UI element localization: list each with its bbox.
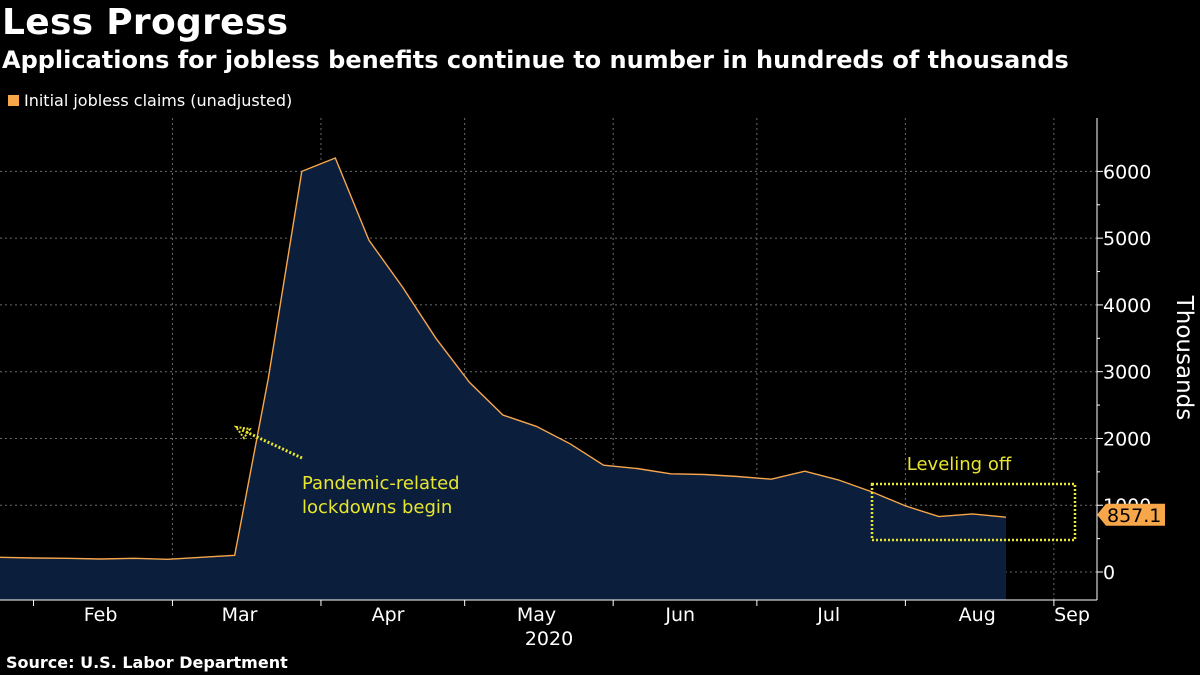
annotation-text-lockdowns: lockdowns begin	[302, 497, 452, 518]
last-value-badge-shape	[1097, 503, 1165, 526]
series-area	[0, 158, 1006, 600]
legend: Initial jobless claims (unadjusted)	[8, 91, 292, 110]
y-tick-label: 0	[1103, 562, 1115, 584]
y-tick-label: 6000	[1103, 161, 1151, 183]
x-tick-label: Jul	[816, 604, 840, 626]
annotation-arrow-line	[241, 428, 303, 460]
last-value-label: 857.1	[1107, 505, 1161, 527]
series-line	[0, 157, 1007, 561]
chart-title: Less Progress	[2, 2, 289, 43]
annotation-arrow-head	[233, 425, 252, 440]
y-tick-label: 3000	[1103, 362, 1151, 384]
legend-swatch	[8, 95, 19, 106]
x-tick-label: Feb	[84, 604, 118, 626]
y-tick-label: 2000	[1103, 428, 1151, 450]
x-axis: Feb Mar Apr May Jun Jul Aug Sep	[0, 599, 1097, 626]
annotations: Pandemic-related lockdowns begin Leveling …	[233, 425, 1077, 542]
last-value-badge: 857.1	[1097, 503, 1165, 527]
x-tick-label: Aug	[959, 604, 996, 626]
chart-subtitle: Applications for jobless benefits contin…	[2, 46, 1069, 74]
legend-label: Initial jobless claims (unadjusted)	[24, 91, 293, 110]
y-axis: 0100020003000400050006000	[1096, 118, 1151, 600]
annotation-text-lockdowns: Pandemic-related	[302, 473, 460, 494]
leveling-off-box	[870, 482, 1077, 542]
x-tick-label: Sep	[1054, 604, 1090, 626]
source-note: Source: U.S. Labor Department	[6, 653, 288, 672]
x-tick-label: May	[517, 604, 556, 626]
x-tick-label: Mar	[222, 604, 258, 626]
y-tick-label: 5000	[1103, 228, 1151, 250]
y-tick-label: 4000	[1103, 295, 1151, 317]
y-axis-label: Thousands	[1171, 295, 1197, 421]
x-tick-label: Apr	[372, 604, 405, 626]
x-axis-year-label: 2020	[525, 628, 573, 650]
x-tick-label: Jun	[664, 604, 695, 626]
annotation-text-leveling-off: Leveling off	[907, 454, 1012, 475]
